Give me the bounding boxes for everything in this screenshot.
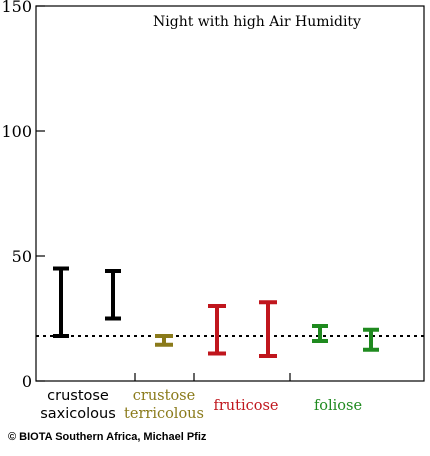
y-tick-label: 50 [12,247,32,266]
y-axis: 0 50 100 150 [1,0,45,391]
chart: 0 50 100 150 Night with high Air Humidity c… [1,0,425,422]
y-tick-label: 150 [1,0,32,16]
category-label: foliose [314,398,362,414]
category-labels: crustose saxicolous crustose terricolous fru… [40,388,362,422]
category-label: crustose [47,388,109,404]
chart-title: Night with high Air Humidity [153,14,361,30]
category-label: saxicolous [40,406,116,422]
error-bar [155,334,173,347]
y-tick-label: 100 [1,122,32,141]
error-bar [259,300,277,358]
error-bar [53,266,69,338]
error-bar [312,324,328,343]
error-bar [363,327,379,352]
category-label: terricolous [124,406,204,422]
error-bar [208,304,226,356]
category-label: crustose [133,388,195,404]
error-bar [105,269,121,321]
copyright-credit: © BIOTA Southern Africa, Michael Pfiz [8,431,207,443]
plot-frame [35,5,425,382]
y-tick-label: 0 [22,372,32,391]
error-bars [53,266,379,358]
category-label: fruticose [214,398,279,414]
x-axis [134,373,291,381]
